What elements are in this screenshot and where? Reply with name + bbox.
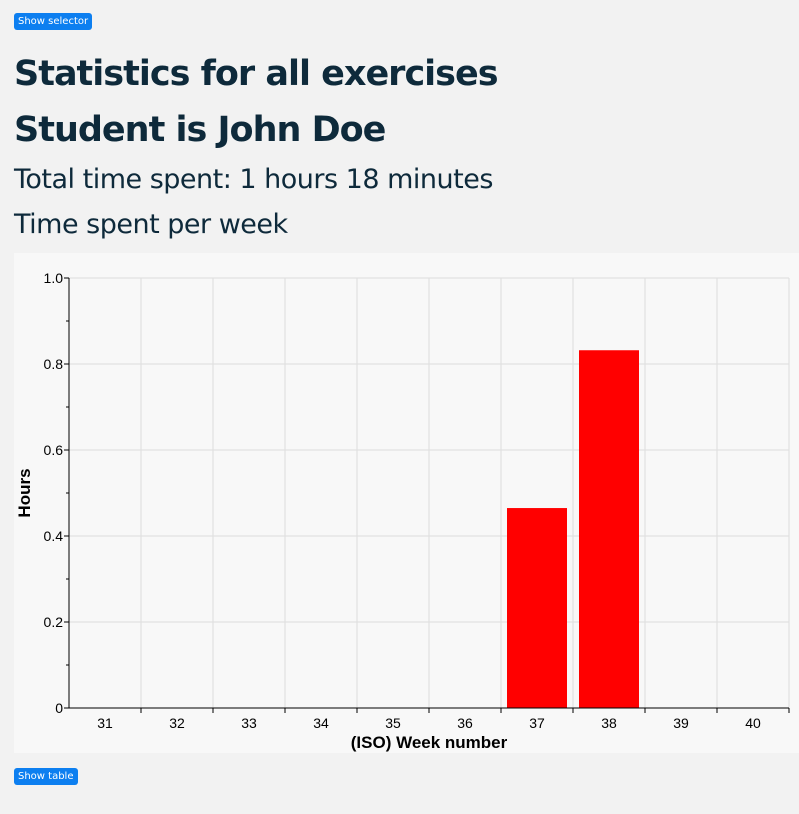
x-tick-label: 36 bbox=[457, 715, 473, 731]
show-selector-button[interactable]: Show selector bbox=[14, 13, 93, 30]
y-tick-label: 0.6 bbox=[44, 442, 64, 458]
x-tick-label: 31 bbox=[97, 715, 113, 731]
total-time-text: Total time spent: 1 hours 18 minutes bbox=[14, 164, 493, 195]
y-axis-label: Hours bbox=[15, 468, 34, 517]
x-tick-label: 32 bbox=[169, 715, 185, 731]
x-tick-label: 34 bbox=[313, 715, 329, 731]
x-tick-label: 35 bbox=[385, 715, 401, 731]
per-week-heading: Time spent per week bbox=[14, 209, 288, 240]
x-tick-label: 33 bbox=[241, 715, 257, 731]
y-tick-label: 1.0 bbox=[44, 270, 64, 286]
bars-layer bbox=[507, 350, 639, 708]
y-tick-label: 0 bbox=[55, 700, 63, 716]
page-title: Statistics for all exercises bbox=[14, 54, 499, 94]
grid-layer bbox=[69, 277, 790, 709]
x-tick-label: 40 bbox=[745, 715, 761, 731]
y-tick-label: 0.4 bbox=[44, 528, 64, 544]
bar-week-37 bbox=[507, 508, 567, 708]
axis-layer: 0 0.2 0.4 0.6 0.8 1.0 31 32 33 34 35 36 37 38 39 40 bbox=[44, 270, 790, 731]
y-tick-label: 0.2 bbox=[44, 614, 64, 630]
x-tick-label: 38 bbox=[601, 715, 617, 731]
x-axis-label: (ISO) Week number bbox=[351, 733, 508, 752]
show-table-button[interactable]: Show table bbox=[14, 768, 78, 785]
chart-container: 0 0.2 0.4 0.6 0.8 1.0 31 32 33 34 35 36 37 38 39 40 Hou… bbox=[14, 253, 799, 753]
x-tick-label: 37 bbox=[529, 715, 545, 731]
x-tick-label: 39 bbox=[673, 715, 689, 731]
bar-chart: 0 0.2 0.4 0.6 0.8 1.0 31 32 33 34 35 36 37 38 39 40 Hou… bbox=[15, 270, 790, 752]
bar-week-38 bbox=[579, 350, 639, 708]
y-tick-label: 0.8 bbox=[44, 356, 64, 372]
student-heading: Student is John Doe bbox=[14, 110, 386, 150]
